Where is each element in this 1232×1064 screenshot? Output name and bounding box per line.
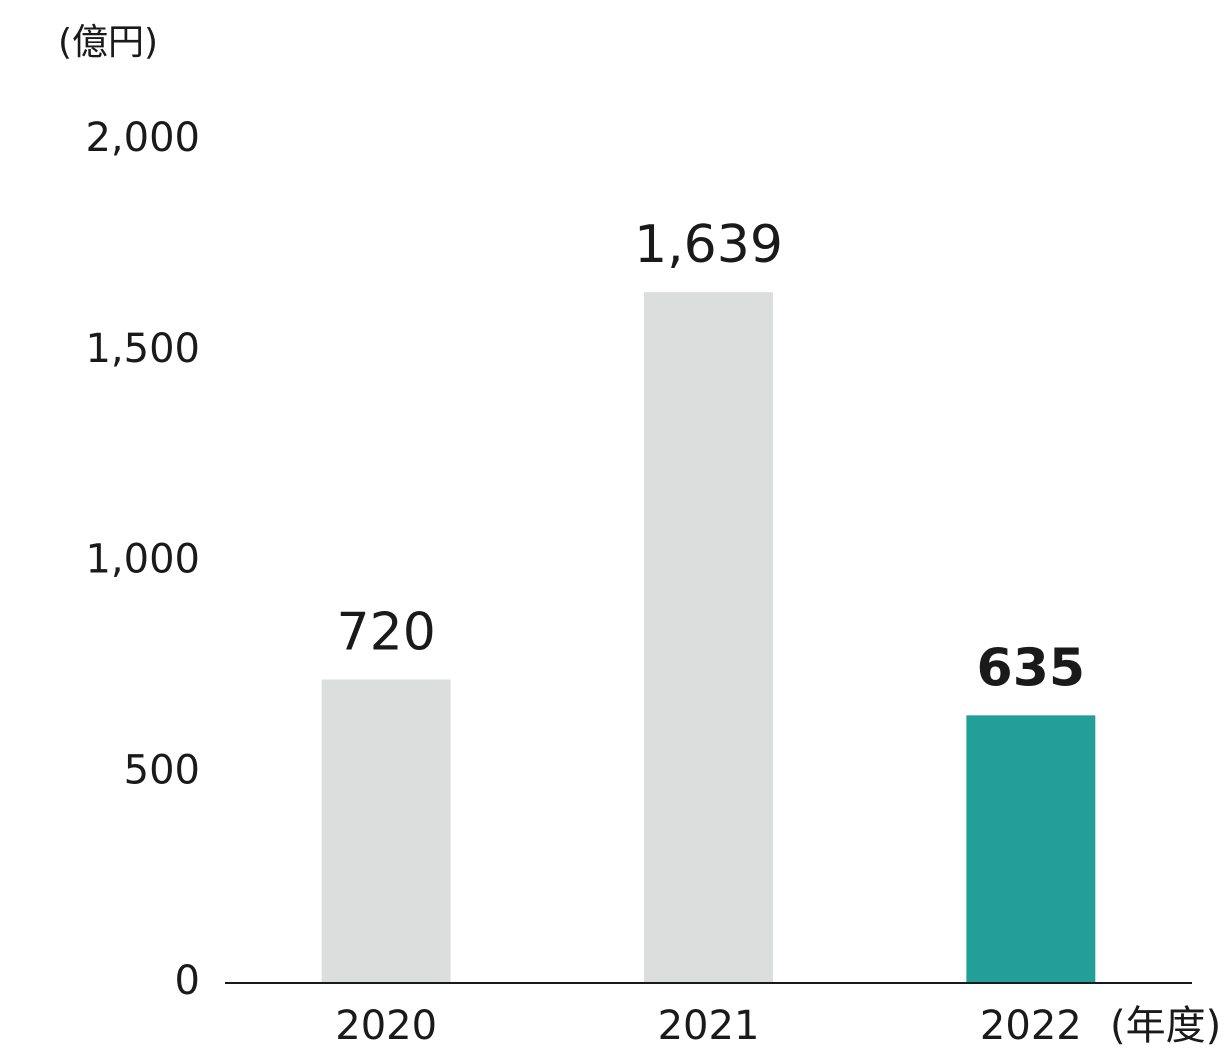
y-tick-label: 500 — [124, 747, 200, 793]
x-tick-label: 2021 — [658, 1003, 760, 1049]
value-label: 635 — [977, 638, 1086, 698]
value-label: 720 — [337, 603, 436, 663]
bar — [321, 679, 451, 983]
value-label: 1,639 — [634, 215, 783, 275]
y-tick-label: 0 — [175, 958, 200, 1004]
y-tick-label: 2,000 — [85, 115, 200, 161]
x-tick-label: 2020 — [335, 1003, 437, 1049]
y-tick-label: 1,500 — [85, 326, 200, 372]
y-tick-label: 1,000 — [85, 537, 200, 583]
bar — [644, 292, 773, 983]
bar — [966, 715, 1096, 983]
x-tick-label: 2022 — [980, 1003, 1082, 1049]
y-axis-unit: (億円) — [58, 22, 158, 63]
x-axis-unit: (年度) — [1110, 1003, 1221, 1049]
